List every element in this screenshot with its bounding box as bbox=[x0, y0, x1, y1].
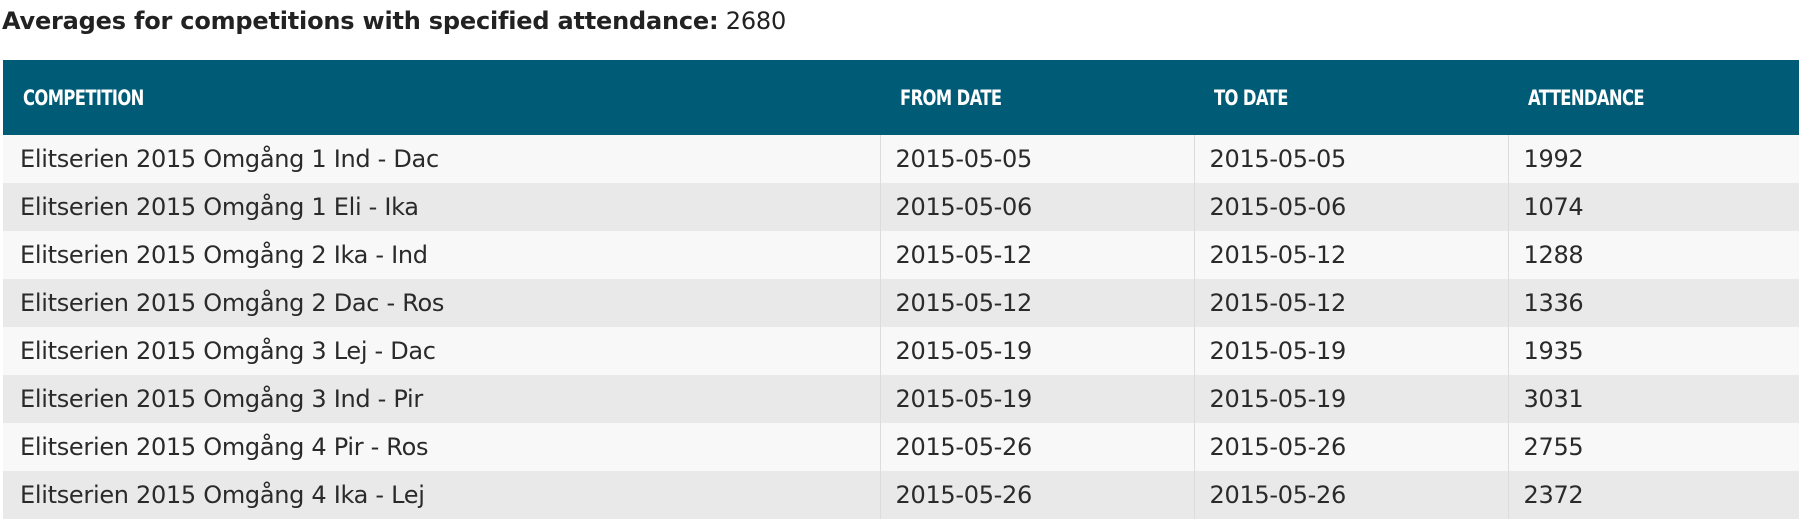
to-date-cell: 2015-05-12 bbox=[1194, 279, 1509, 327]
to-date-cell: 2015-05-19 bbox=[1194, 375, 1509, 423]
competition-cell[interactable]: Elitserien 2015 Omgång 4 Pir - Ros bbox=[3, 423, 881, 471]
summary-average-value: 2680 bbox=[725, 7, 787, 35]
attendance-cell: 1336 bbox=[1523, 289, 1584, 317]
attendance-cell: 1288 bbox=[1523, 241, 1584, 269]
column-header-attendance[interactable]: ATTENDANCE bbox=[1528, 85, 1645, 110]
to-date-cell: 2015-05-05 bbox=[1194, 135, 1509, 183]
column-header-from-date[interactable]: FROM DATE bbox=[900, 85, 1002, 110]
table-row: Elitserien 2015 Omgång 1 Eli - Ika 2015-0… bbox=[3, 183, 1799, 231]
from-date-cell: 2015-05-19 bbox=[880, 327, 1195, 375]
table-header-row: COMPETITION FROM DATE TO DATE ATTENDANCE bbox=[3, 60, 1799, 135]
competition-cell[interactable]: Elitserien 2015 Omgång 2 Dac - Ros bbox=[3, 279, 881, 327]
table-row: Elitserien 2015 Omgång 3 Lej - Dac 2015-0… bbox=[3, 327, 1799, 375]
summary-label: Averages for competitions with specified… bbox=[2, 7, 719, 35]
competition-cell[interactable]: Elitserien 2015 Omgång 3 Ind - Pir bbox=[3, 375, 881, 423]
attendance-cell: 1074 bbox=[1523, 193, 1584, 221]
attendance-cell: 1992 bbox=[1523, 145, 1584, 173]
to-date-cell: 2015-05-19 bbox=[1194, 327, 1509, 375]
from-date-cell: 2015-05-12 bbox=[880, 231, 1195, 279]
competition-cell[interactable]: Elitserien 2015 Omgång 3 Lej - Dac bbox=[3, 327, 881, 375]
table-row: Elitserien 2015 Omgång 4 Ika - Lej 2015-0… bbox=[3, 471, 1799, 519]
table-row: Elitserien 2015 Omgång 4 Pir - Ros 2015-0… bbox=[3, 423, 1799, 471]
attendance-cell: 3031 bbox=[1523, 385, 1584, 413]
competition-cell[interactable]: Elitserien 2015 Omgång 4 Ika - Lej bbox=[3, 471, 881, 519]
from-date-cell: 2015-05-26 bbox=[880, 423, 1195, 471]
table-body: Elitserien 2015 Omgång 1 Ind - Dac 2015-0… bbox=[3, 135, 1799, 519]
competitions-table-container: COMPETITION FROM DATE TO DATE ATTENDANCE… bbox=[3, 60, 1799, 519]
table-row: Elitserien 2015 Omgång 1 Ind - Dac 2015-0… bbox=[3, 135, 1799, 183]
to-date-cell: 2015-05-06 bbox=[1194, 183, 1509, 231]
from-date-cell: 2015-05-19 bbox=[880, 375, 1195, 423]
column-header-competition[interactable]: COMPETITION bbox=[23, 85, 144, 110]
from-date-cell: 2015-05-06 bbox=[880, 183, 1195, 231]
to-date-cell: 2015-05-26 bbox=[1194, 423, 1509, 471]
column-header-to-date[interactable]: TO DATE bbox=[1214, 85, 1288, 110]
from-date-cell: 2015-05-26 bbox=[880, 471, 1195, 519]
to-date-cell: 2015-05-12 bbox=[1194, 231, 1509, 279]
competition-cell[interactable]: Elitserien 2015 Omgång 1 Eli - Ika bbox=[3, 183, 881, 231]
to-date-cell: 2015-05-26 bbox=[1194, 471, 1509, 519]
attendance-cell: 2755 bbox=[1523, 433, 1584, 461]
table-header: COMPETITION FROM DATE TO DATE ATTENDANCE bbox=[3, 60, 1799, 135]
from-date-cell: 2015-05-05 bbox=[880, 135, 1195, 183]
table-row: Elitserien 2015 Omgång 2 Dac - Ros 2015-0… bbox=[3, 279, 1799, 327]
attendance-cell: 1935 bbox=[1523, 337, 1584, 365]
competition-cell[interactable]: Elitserien 2015 Omgång 2 Ika - Ind bbox=[3, 231, 881, 279]
attendance-cell: 2372 bbox=[1523, 481, 1584, 509]
competitions-table: COMPETITION FROM DATE TO DATE ATTENDANCE… bbox=[3, 60, 1799, 519]
table-row: Elitserien 2015 Omgång 3 Ind - Pir 2015-0… bbox=[3, 375, 1799, 423]
table-row: Elitserien 2015 Omgång 2 Ika - Ind 2015-0… bbox=[3, 231, 1799, 279]
attendance-summary: Averages for competitions with specified… bbox=[2, 6, 786, 36]
from-date-cell: 2015-05-12 bbox=[880, 279, 1195, 327]
competition-cell[interactable]: Elitserien 2015 Omgång 1 Ind - Dac bbox=[3, 135, 881, 183]
